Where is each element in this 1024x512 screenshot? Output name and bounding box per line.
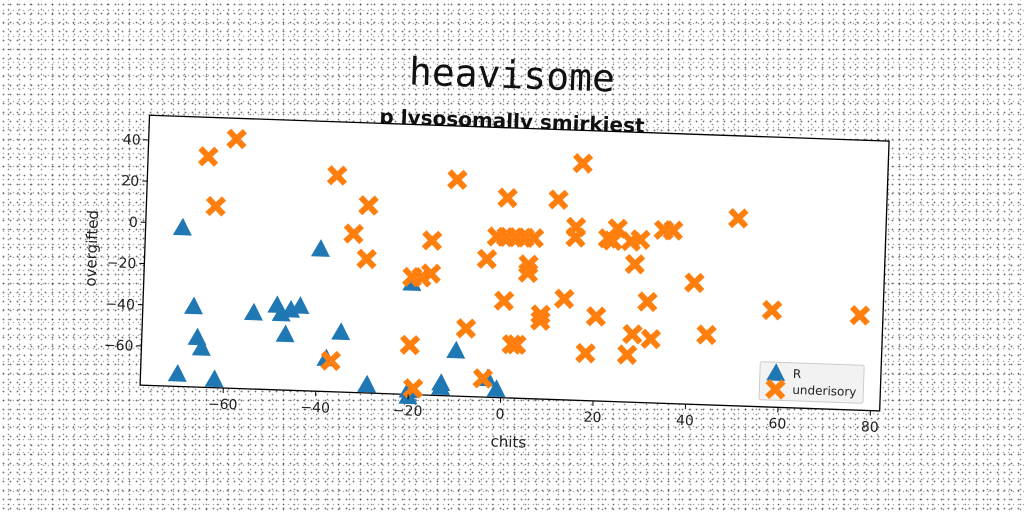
data-point-triangle xyxy=(331,322,351,341)
data-point-x xyxy=(640,328,662,350)
x-tick-label: 20 xyxy=(583,410,601,427)
data-point-x xyxy=(565,227,586,248)
data-point-x xyxy=(205,195,227,217)
data-point-x xyxy=(630,229,651,250)
data-point-x xyxy=(530,310,551,332)
data-point-x xyxy=(575,342,596,364)
y-tick-label: 0 xyxy=(129,215,138,231)
data-point-x xyxy=(497,187,518,209)
x-tick-label: −60 xyxy=(208,396,238,413)
data-point-x xyxy=(761,299,783,321)
data-point-x xyxy=(226,128,247,150)
data-point-x xyxy=(684,272,705,294)
chart-title: heavisome xyxy=(408,49,615,100)
data-point-triangle xyxy=(431,377,451,396)
x-tick-label: 40 xyxy=(676,413,694,430)
legend-marker-x xyxy=(765,378,786,400)
data-point-x xyxy=(517,262,539,284)
data-point-x xyxy=(447,169,468,190)
y-tick-label: 20 xyxy=(121,173,139,190)
legend-label: R xyxy=(793,367,802,381)
data-point-x xyxy=(553,288,575,310)
data-point-triangle xyxy=(402,273,422,292)
data-point-x xyxy=(602,230,623,252)
legend-label: underisory xyxy=(792,383,857,399)
data-point-x xyxy=(476,248,498,270)
x-tick-label: 0 xyxy=(495,407,504,423)
x-tick-label: −20 xyxy=(393,403,423,420)
data-point-x xyxy=(849,305,871,326)
plot-area-group: −60 −40 −20 0 20 40 60 80 −60 −40 −20 0 20 40 chits o… xyxy=(82,114,890,452)
data-point-x xyxy=(421,230,443,251)
x-tick-label: −40 xyxy=(300,400,330,417)
data-point-x xyxy=(420,263,442,284)
data-point-triangle xyxy=(167,364,187,382)
data-point-x xyxy=(399,334,421,356)
data-point-x xyxy=(501,334,523,355)
data-point-x xyxy=(506,334,527,355)
legend-marker-triangle xyxy=(766,363,786,382)
data-point-x xyxy=(326,165,348,186)
x-tick-label: 60 xyxy=(768,416,786,433)
axis-ticks: −60 −40 −20 0 20 40 60 80 −60 −40 −20 0 20 40 xyxy=(104,132,879,436)
data-point-triangle xyxy=(290,296,310,314)
data-point-triangle xyxy=(486,379,506,398)
data-point-x xyxy=(358,195,379,216)
data-point-x xyxy=(493,290,515,312)
data-point-x xyxy=(727,207,749,229)
y-tick-label: −60 xyxy=(104,338,134,355)
data-point-triangle xyxy=(204,369,224,388)
data-point-triangle xyxy=(446,340,466,359)
y-tick-label: 40 xyxy=(123,132,141,149)
data-point-x xyxy=(548,189,569,210)
data-point-x xyxy=(572,153,594,174)
data-point-x xyxy=(616,344,638,365)
data-point-x xyxy=(197,146,219,167)
x-axis-label: chits xyxy=(490,432,526,451)
legend-box xyxy=(758,361,865,404)
data-markers xyxy=(167,128,871,405)
data-point-triangle xyxy=(357,374,377,393)
x-tick-label: 80 xyxy=(861,419,879,436)
y-tick-label: −40 xyxy=(105,296,135,313)
data-point-triangle xyxy=(191,338,211,356)
data-point-x xyxy=(530,304,551,325)
data-point-x xyxy=(696,324,717,346)
data-point-triangle xyxy=(172,217,192,236)
data-point-x xyxy=(402,378,424,399)
data-point-x xyxy=(472,368,494,389)
data-point-x xyxy=(343,223,364,245)
data-point-x xyxy=(624,253,646,275)
data-point-x xyxy=(455,318,477,339)
y-axis-label: overgifted xyxy=(82,210,103,287)
data-point-x xyxy=(320,350,342,372)
data-point-x xyxy=(523,227,545,249)
data-point-x xyxy=(356,248,377,270)
data-point-x xyxy=(585,306,607,327)
data-point-x xyxy=(622,323,643,345)
data-point-triangle xyxy=(275,324,295,343)
data-point-triangle xyxy=(310,239,330,257)
data-point-triangle xyxy=(183,296,203,315)
data-point-x xyxy=(637,291,658,313)
y-tick-label: −20 xyxy=(107,255,137,272)
data-point-triangle xyxy=(243,302,263,321)
data-point-x xyxy=(662,220,684,241)
